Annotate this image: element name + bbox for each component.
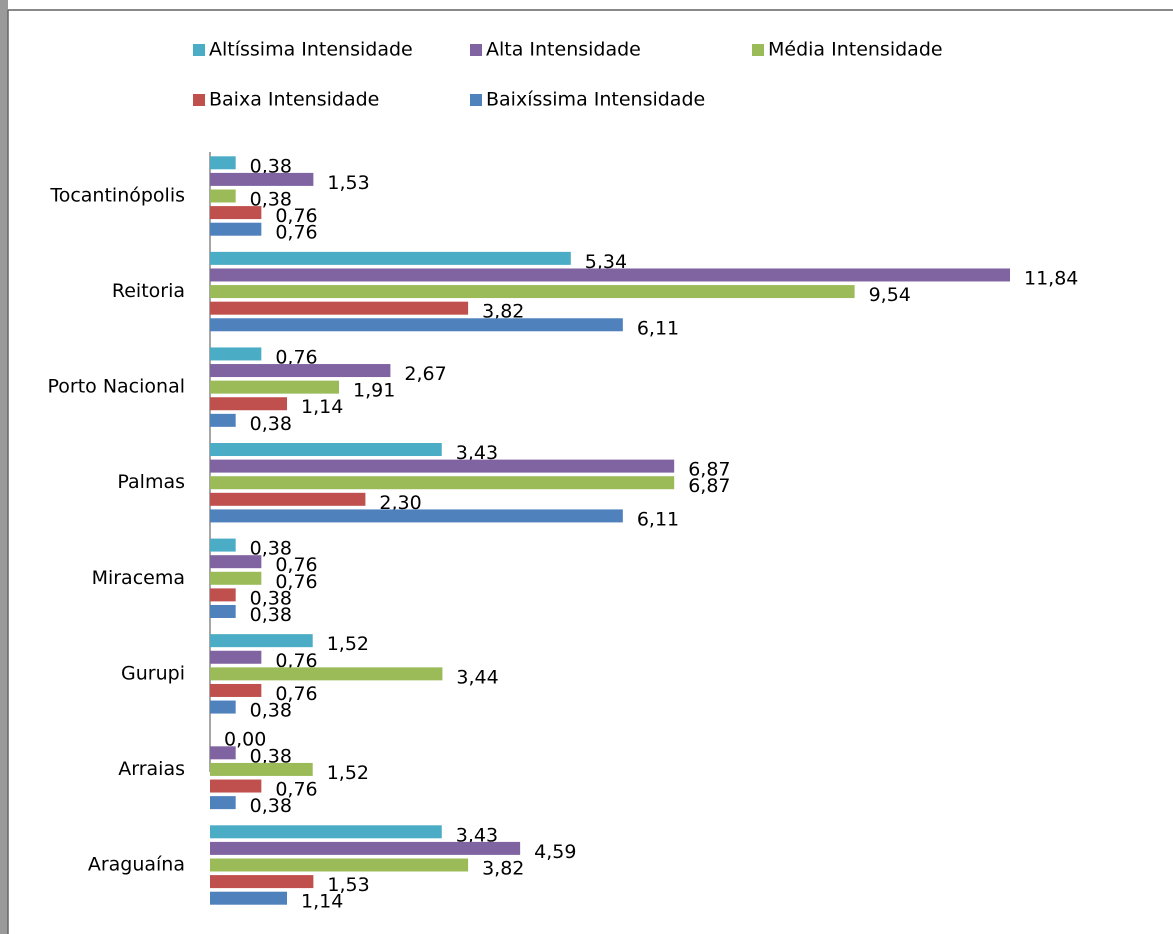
bar [210,492,366,506]
value-label: 3,82 [482,858,524,880]
value-label: 3,43 [456,442,498,464]
bar [210,172,314,186]
value-label: 0,38 [250,587,292,609]
bar [210,875,314,889]
bar [210,413,236,427]
bar [210,301,469,315]
bar [210,222,262,236]
value-label: 0,38 [250,189,292,211]
value-label: 0,76 [275,683,317,705]
bar [210,667,443,681]
category-label: Araguaína [88,854,185,876]
value-label: 0,76 [275,650,317,672]
value-label: 2,30 [379,492,421,514]
value-label: 0,76 [275,205,317,227]
legend-label: Média Intensidade [768,39,943,61]
value-label: 6,87 [688,459,730,481]
legend-swatch [752,44,764,56]
category-label: Arraias [118,758,185,780]
bar [210,650,262,664]
value-label: 1,52 [327,633,369,655]
bar [210,841,521,855]
bar [210,825,442,839]
value-label: 11,84 [1024,267,1078,289]
category-label: Miracema [92,567,185,589]
value-label: 4,59 [534,841,576,863]
value-label: 1,91 [353,380,395,402]
value-label: 6,11 [637,508,679,530]
value-label: 0,38 [250,413,292,435]
category-label: Porto Nacional [48,376,186,398]
bar [210,251,571,265]
legend-label: Baixíssima Intensidade [486,89,705,111]
value-label: 0,76 [275,779,317,801]
bar [210,858,469,872]
bar [210,634,313,648]
bar [210,156,236,170]
value-label: 9,54 [869,284,911,306]
bar [210,604,236,618]
frame-left [0,0,8,934]
bar [210,443,442,457]
value-label: 6,87 [688,475,730,497]
value-label: 0,76 [275,554,317,576]
value-label: 1,14 [301,396,343,418]
value-label: 5,34 [585,251,627,273]
value-label: 1,53 [327,172,369,194]
value-label: 0,38 [250,745,292,767]
category-label: Tocantinópolis [49,185,185,207]
legend-swatch [470,94,482,106]
value-label: 3,43 [456,824,498,846]
legend-swatch [193,94,205,106]
value-label: 0,76 [275,222,317,244]
bar [210,891,288,905]
value-label: 0,38 [250,604,292,626]
legend-label: Altíssima Intensidade [209,39,413,61]
bar [210,571,262,585]
bar [210,762,313,776]
bar [210,347,262,361]
value-label: 0,38 [250,155,292,177]
bar [210,509,623,523]
value-label: 0,38 [250,700,292,722]
bar [210,538,236,552]
value-label: 3,44 [456,666,498,688]
bar [210,779,262,793]
value-label: 6,11 [637,317,679,339]
value-label: 1,53 [327,874,369,896]
legend-label: Alta Intensidade [486,39,641,61]
category-label: Palmas [117,471,185,493]
value-label: 0,38 [250,538,292,560]
bar [210,459,675,473]
bar [210,796,236,810]
value-label: 1,14 [301,891,343,913]
bar [210,555,262,569]
bar [210,380,340,394]
bar [210,746,236,760]
category-label: Reitoria [112,280,185,302]
value-label: 0,76 [275,571,317,593]
bar [210,397,288,411]
category-label: Gurupi [121,662,185,684]
legend-swatch [470,44,482,56]
bar [210,189,236,203]
value-label: 1,52 [327,762,369,784]
bar [210,206,262,220]
bar [210,588,236,602]
bar [210,285,855,299]
bar [210,683,262,697]
bar [210,476,675,490]
value-label: 3,82 [482,301,524,323]
bar [210,700,236,714]
value-label: 0,00 [224,729,266,751]
bar [210,318,623,332]
value-label: 0,76 [275,346,317,368]
bar [210,364,391,378]
value-label: 0,38 [250,795,292,817]
legend-swatch [193,44,205,56]
legend-label: Baixa Intensidade [209,89,379,111]
bar [210,268,1010,282]
value-label: 2,67 [404,363,446,385]
